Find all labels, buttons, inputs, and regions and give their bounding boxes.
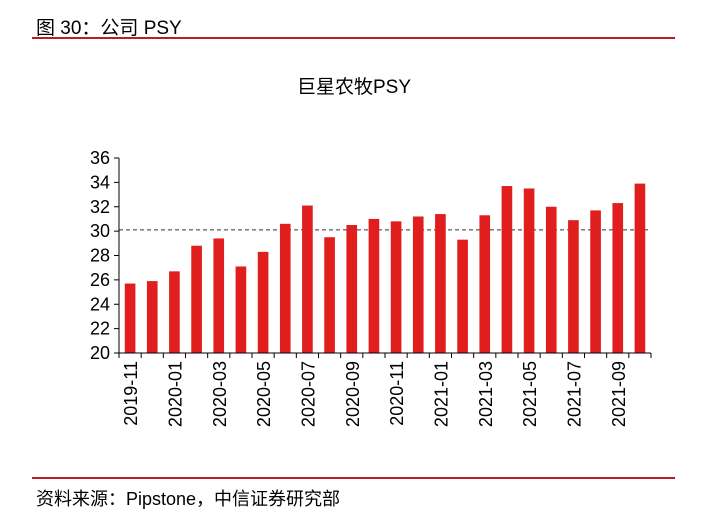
x-tick-label: 2019-11: [121, 361, 141, 426]
y-tick-label: 22: [90, 319, 110, 339]
y-tick-label: 24: [90, 294, 110, 314]
bar-2020-02: [191, 245, 202, 353]
bar-2020-11: [390, 221, 402, 353]
bar-2021-04: [501, 186, 513, 353]
bar-2021-01: [435, 214, 446, 353]
y-tick-label: 34: [90, 172, 110, 192]
bar-2020-07: [302, 205, 313, 353]
axes-layer: 20 22 24 26 28 30 32 34 36 2019-11 2020-01 2020-03 2…: [90, 148, 652, 427]
bar-2021-03: [479, 215, 491, 353]
top-divider: [32, 37, 675, 39]
bar-2020-10: [368, 218, 380, 353]
bar-2020-12: [412, 216, 424, 353]
bar-2020-06: [279, 223, 291, 353]
bar-2020-08: [324, 237, 335, 353]
x-tick-label: 2021-03: [476, 361, 496, 427]
bar-2020-03: [213, 238, 225, 353]
y-tick-label: 28: [90, 246, 110, 266]
psy-bar-chart: 巨星农牧PSY 20 22 24 26 28 30 32 34 36 2019-11 2020-01…: [90, 76, 652, 427]
source-note: 资料来源：Pipstone，中信证券研究部: [36, 489, 341, 509]
bar-2020-09: [346, 225, 358, 353]
bar-2021-06: [545, 206, 557, 353]
bar-2021-07: [568, 220, 579, 353]
x-tick-label: 2020-11: [387, 361, 407, 426]
bottom-divider: [32, 477, 675, 479]
x-tick-label: 2021-05: [520, 361, 540, 427]
y-tick-label: 30: [90, 221, 110, 241]
bars-layer: [124, 183, 646, 353]
bar-2021-10: [634, 183, 646, 353]
y-tick-label: 26: [90, 270, 110, 290]
bar-2021-08: [590, 210, 601, 353]
chart-title: 巨星农牧PSY: [297, 76, 411, 98]
bar-2020-01: [169, 271, 180, 353]
bar-2020-04: [235, 266, 247, 353]
bar-2019-12: [146, 281, 158, 353]
x-tick-label: 2020-03: [210, 361, 230, 427]
bar-2021-02: [457, 239, 468, 353]
figure-title: 图 30：公司 PSY: [36, 18, 182, 39]
y-tick-label: 32: [90, 197, 110, 217]
x-tick-label: 2020-05: [254, 361, 274, 427]
x-tick-label: 2020-01: [165, 361, 185, 427]
x-tick-label: 2020-07: [298, 361, 318, 427]
x-tick-label: 2021-01: [431, 361, 451, 427]
y-tick-label: 36: [90, 148, 110, 168]
x-tick-label: 2021-09: [609, 361, 629, 427]
bar-2020-05: [257, 251, 269, 353]
x-tick-label: 2020-09: [343, 361, 363, 427]
x-tick-label: 2021-07: [564, 361, 584, 427]
bar-2019-11: [124, 283, 136, 353]
bar-2021-09: [612, 203, 624, 353]
y-tick-label: 20: [90, 343, 110, 363]
bar-2021-05: [523, 188, 535, 353]
